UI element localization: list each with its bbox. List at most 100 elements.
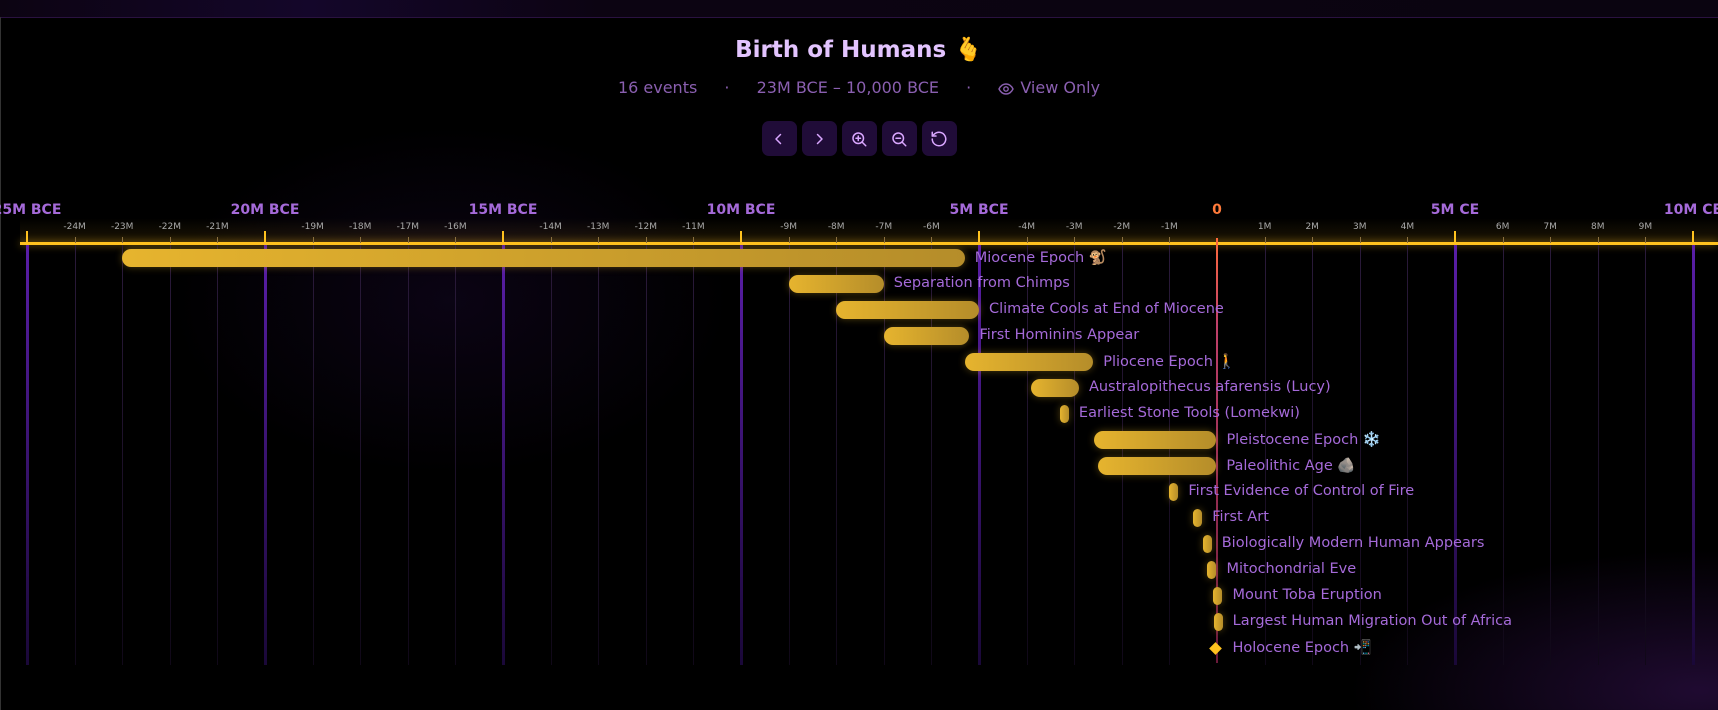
event-label[interactable]: Pliocene Epoch 🚶 — [1103, 354, 1236, 370]
major-gridline — [978, 245, 981, 665]
minor-tick — [407, 237, 409, 243]
minor-gridline — [407, 245, 409, 665]
minor-tick-label: -8M — [827, 222, 845, 232]
minor-tick-label: 9M — [1638, 222, 1653, 232]
event-bar[interactable] — [964, 353, 1094, 371]
event-bar[interactable] — [1094, 431, 1217, 449]
minor-tick-label: 7M — [1543, 222, 1557, 232]
next-button[interactable] — [801, 121, 837, 156]
minor-tick-label: -12M — [634, 222, 658, 232]
minor-gridline — [74, 245, 76, 665]
major-tick — [978, 231, 980, 244]
major-tick-label: 5M BCE — [949, 202, 1009, 218]
event-bar[interactable] — [1213, 613, 1223, 631]
axis-line — [20, 242, 1718, 245]
minor-gridline — [1550, 245, 1552, 665]
minor-tick-label: -22M — [158, 222, 182, 232]
minor-tick-label: -3M — [1065, 222, 1083, 232]
separator: · — [966, 78, 972, 97]
minor-tick-label: -24M — [63, 222, 86, 232]
major-tick — [1692, 231, 1694, 244]
minor-tick — [788, 237, 790, 243]
previous-button[interactable] — [761, 121, 797, 156]
event-label[interactable]: Pleistocene Epoch ❄️ — [1226, 432, 1381, 448]
minor-tick — [1359, 237, 1361, 243]
zero-line — [1216, 238, 1218, 663]
zoom-in-button[interactable] — [841, 121, 877, 156]
event-bar[interactable] — [1059, 405, 1069, 423]
minor-gridline — [122, 245, 124, 665]
minor-tick — [1026, 237, 1028, 243]
minor-gridline — [1502, 245, 1504, 665]
event-label[interactable]: Largest Human Migration Out of Africa — [1232, 613, 1513, 629]
major-gridline — [502, 245, 505, 665]
minor-gridline — [883, 245, 885, 665]
event-label[interactable]: Earliest Stone Tools (Lomekwi) — [1078, 405, 1300, 421]
minor-tick-label: 6M — [1495, 222, 1510, 232]
minor-gridline — [645, 245, 647, 665]
event-bar[interactable] — [1098, 457, 1217, 475]
left-border — [0, 17, 1, 710]
event-label[interactable]: First Evidence of Control of Fire — [1188, 483, 1415, 499]
minor-gridline — [836, 245, 838, 665]
timeline-controls — [0, 121, 1718, 156]
event-label[interactable]: First Art — [1212, 509, 1269, 525]
major-gridline — [1454, 245, 1457, 665]
major-tick-label: 0 — [1212, 202, 1222, 218]
event-bar[interactable] — [1202, 535, 1212, 553]
event-bar[interactable] — [1031, 379, 1079, 397]
minor-tick — [1121, 237, 1123, 243]
major-gridline — [1692, 245, 1695, 665]
minor-gridline — [598, 245, 600, 665]
minor-gridline — [217, 245, 219, 665]
minor-tick-label: -17M — [396, 222, 420, 232]
zoom-out-icon — [892, 131, 907, 146]
event-bar[interactable] — [788, 275, 884, 293]
event-label[interactable]: First Hominins Appear — [979, 327, 1140, 343]
event-label[interactable]: Holocene Epoch 📲 — [1232, 640, 1372, 656]
minor-tick — [645, 237, 647, 243]
event-bar[interactable] — [1207, 561, 1217, 579]
minor-tick — [693, 237, 695, 243]
event-label[interactable]: Mitochondrial Eve — [1226, 561, 1357, 577]
major-tick-label: 5M CE — [1430, 202, 1480, 218]
minor-tick-label: -13M — [586, 222, 610, 232]
event-bar[interactable] — [836, 301, 979, 319]
major-tick — [1454, 231, 1456, 244]
event-label[interactable]: Climate Cools at End of Miocene — [989, 301, 1224, 317]
event-bar[interactable] — [883, 327, 970, 345]
event-label[interactable]: Australopithecus afarensis (Lucy) — [1088, 379, 1331, 395]
minor-gridline — [455, 245, 457, 665]
reset-button[interactable] — [921, 121, 957, 156]
event-label[interactable]: Biologically Modern Human Appears — [1221, 535, 1485, 551]
event-label[interactable]: Miocene Epoch 🐒 — [974, 250, 1107, 266]
minor-gridline — [1312, 245, 1314, 665]
major-tick-label: 10M BCE — [706, 202, 776, 218]
minor-tick-label: -16M — [444, 222, 467, 232]
major-tick-label: 10M CE — [1663, 202, 1718, 218]
major-tick — [502, 231, 504, 244]
minor-tick — [169, 237, 171, 243]
event-label[interactable]: Mount Toba Eruption — [1232, 587, 1382, 603]
minor-tick-label: -19M — [301, 222, 324, 232]
minor-tick — [1597, 237, 1599, 243]
event-bar[interactable] — [122, 249, 965, 267]
chevron-left-icon — [775, 133, 782, 144]
event-label[interactable]: Separation from Chimps — [893, 275, 1070, 291]
zoom-out-button[interactable] — [881, 121, 917, 156]
minor-tick-label: 2M — [1305, 222, 1319, 232]
event-label[interactable]: Paleolithic Age 🪨 — [1226, 458, 1356, 474]
event-bar[interactable] — [1213, 587, 1223, 605]
major-gridline — [740, 245, 743, 665]
major-gridline — [26, 245, 29, 665]
minor-tick-label: -9M — [780, 222, 797, 232]
minor-tick-label: 8M — [1591, 222, 1605, 232]
minor-tick — [360, 237, 362, 243]
minor-tick — [74, 237, 76, 243]
event-bar[interactable] — [1169, 483, 1179, 501]
event-marker[interactable] — [1209, 641, 1223, 655]
chevron-right-icon — [816, 133, 823, 144]
timeline[interactable]: -24M -23M -22M -21M -19M -18M -17M -16M -14M -13M… — [0, 190, 1718, 670]
event-bar[interactable] — [1193, 509, 1203, 527]
minor-tick-label: -1M — [1161, 222, 1178, 232]
